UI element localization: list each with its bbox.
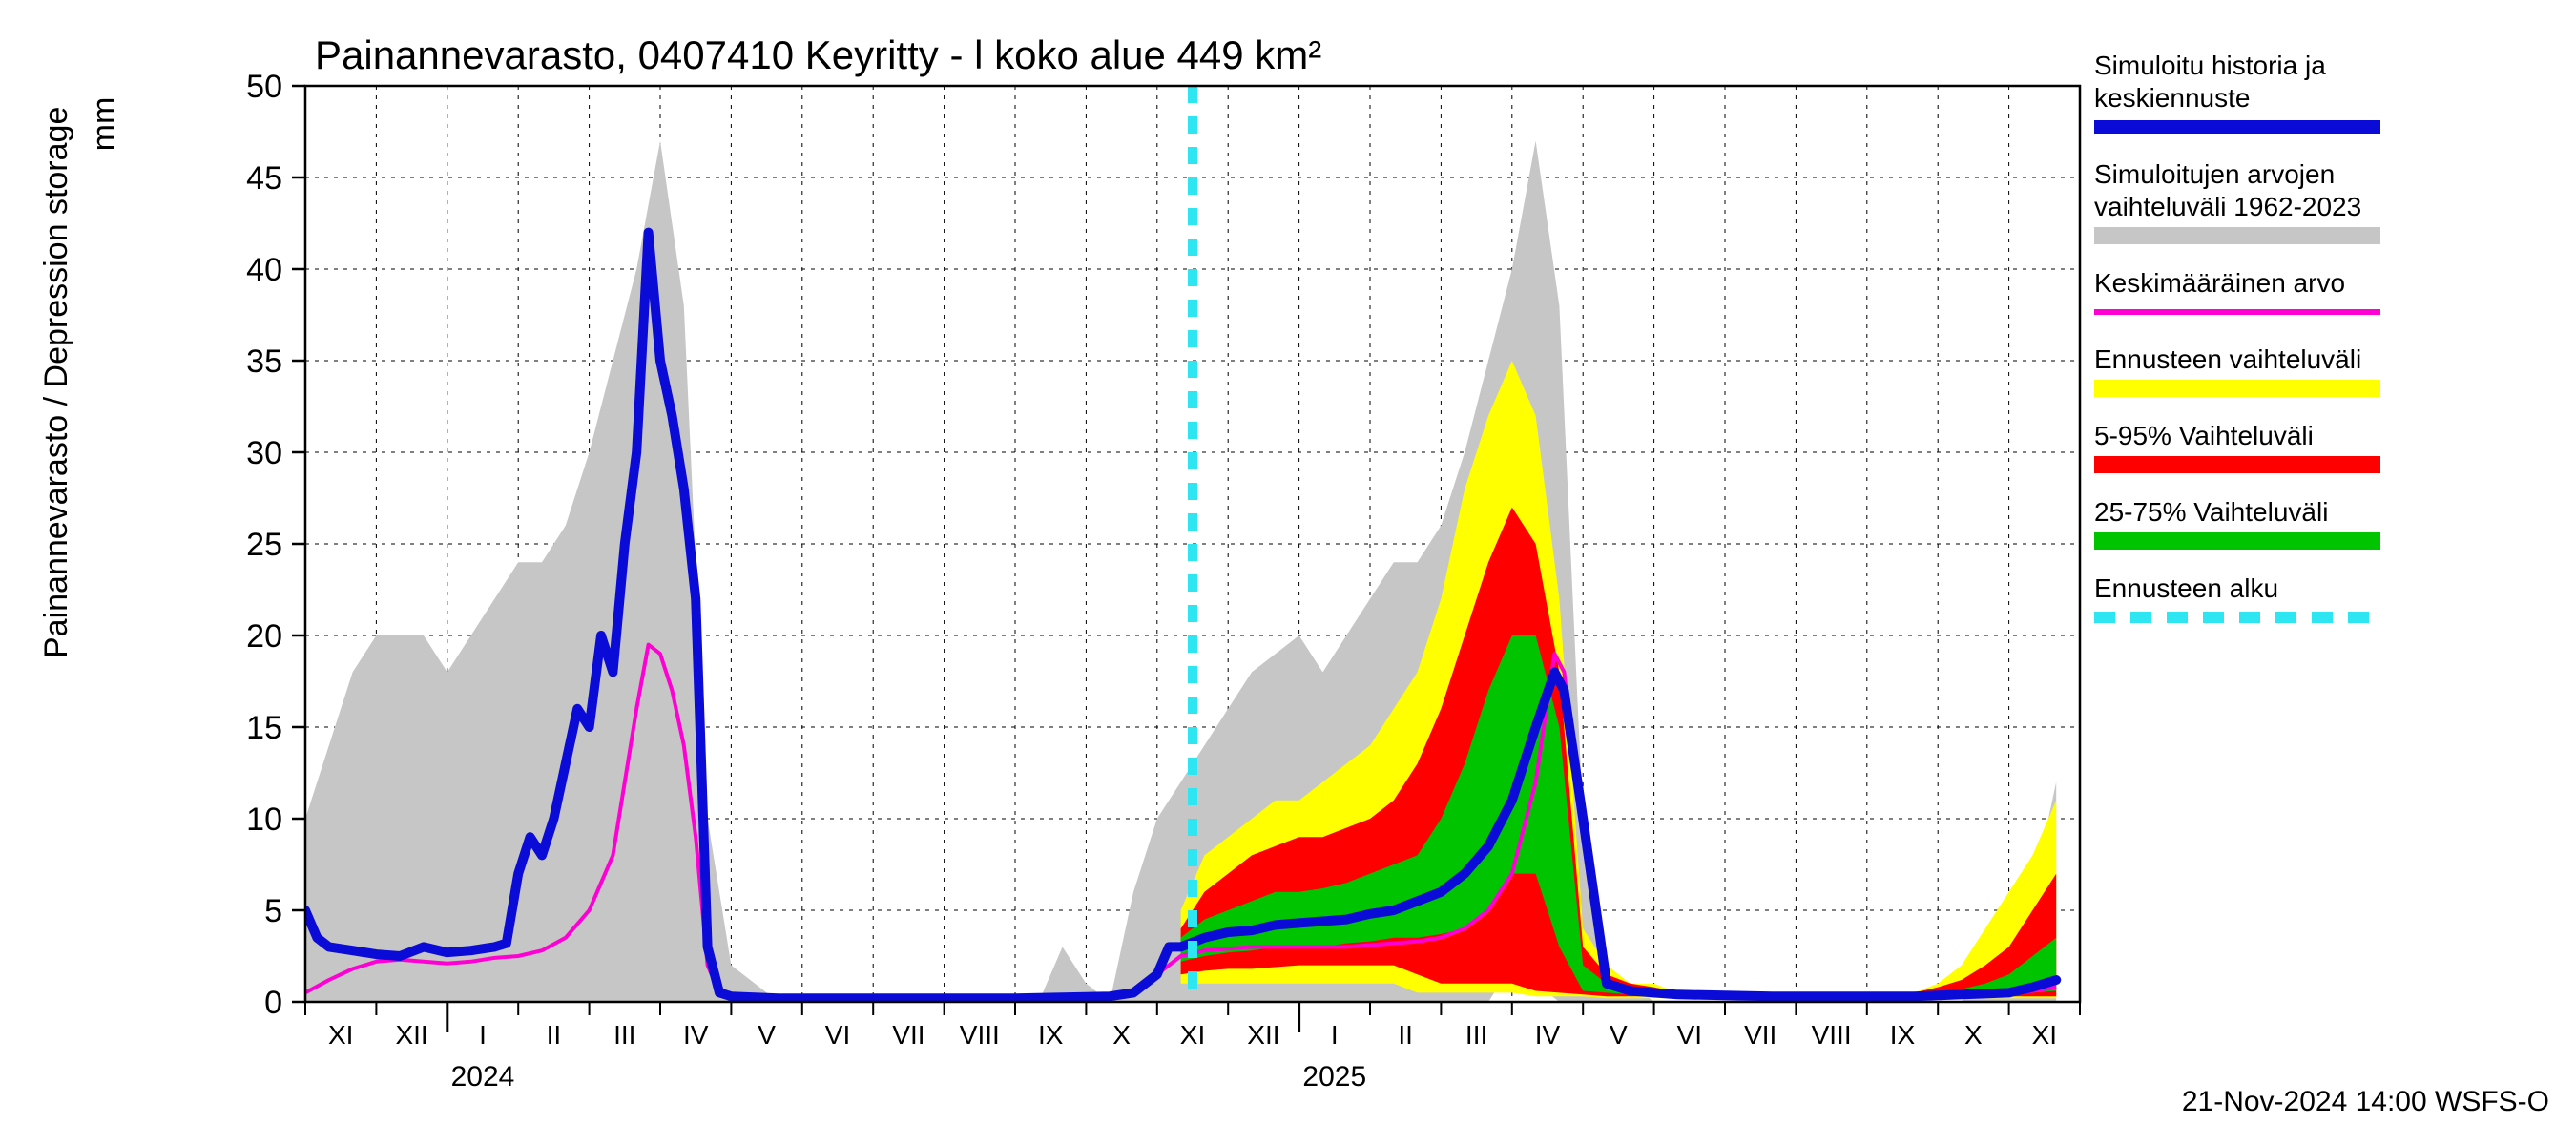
x-month-label: XII [395,1020,427,1050]
legend-label: Keskimääräinen arvo [2094,268,2345,298]
x-month-label: IX [1890,1020,1916,1050]
footer-timestamp: 21-Nov-2024 14:00 WSFS-O [2182,1086,2549,1117]
legend-swatch [2094,227,2380,244]
legend-swatch [2094,120,2380,134]
x-month-label: III [613,1020,635,1050]
chart-title: Painannevarasto, 0407410 Keyritty - l ko… [315,32,1321,77]
x-month-label: II [547,1020,562,1050]
legend-label: Ennusteen alku [2094,573,2278,603]
x-year-label: 2025 [1302,1061,1366,1093]
legend-label: Simuloitu historia ja [2094,51,2326,80]
legend-swatch [2094,309,2380,315]
x-month-label: XI [2032,1020,2057,1050]
x-month-label: III [1465,1020,1487,1050]
x-month-label: X [1112,1020,1131,1050]
legend-label: keskiennuste [2094,83,2250,113]
x-month-label: VI [1677,1020,1702,1050]
x-year-label: 2024 [451,1061,515,1093]
x-month-label: V [758,1020,776,1050]
y-tick-label: 15 [246,710,282,746]
y-tick-label: 50 [246,69,282,105]
y-axis-label: Painannevarasto / Depression storage [38,107,74,658]
y-tick-label: 0 [264,985,282,1021]
y-tick-label: 45 [246,160,282,197]
x-month-label: I [1331,1020,1339,1050]
y-axis-unit: mm [86,97,122,152]
legend-label: Ennusteen vaihteluväli [2094,344,2361,374]
y-tick-label: 30 [246,435,282,471]
x-month-label: VIII [1812,1020,1852,1050]
depression-storage-chart: 05101520253035404550XIXIIIIIIIIIVVVIVIIV… [0,0,2576,1145]
y-tick-label: 5 [264,893,282,929]
x-month-label: IV [683,1020,709,1050]
x-month-label: XII [1247,1020,1279,1050]
x-month-label: II [1398,1020,1413,1050]
x-month-label: I [479,1020,487,1050]
x-month-label: IX [1038,1020,1064,1050]
legend-label: vaihteluväli 1962-2023 [2094,192,2361,221]
x-month-label: VIII [960,1020,1000,1050]
y-tick-label: 40 [246,252,282,288]
legend-swatch [2094,380,2380,397]
x-month-label: VII [1744,1020,1776,1050]
y-tick-label: 10 [246,802,282,838]
y-tick-label: 35 [246,344,282,380]
chart-container: 05101520253035404550XIXIIIIIIIIIVVVIVIIV… [0,0,2576,1145]
legend-label: 5-95% Vaihteluväli [2094,421,2314,450]
x-month-label: V [1610,1020,1628,1050]
x-month-label: X [1964,1020,1983,1050]
x-month-label: VI [825,1020,850,1050]
x-month-label: XI [1180,1020,1205,1050]
y-tick-label: 25 [246,527,282,563]
x-month-label: VII [892,1020,924,1050]
legend-label: 25-75% Vaihteluväli [2094,497,2328,527]
y-tick-label: 20 [246,618,282,655]
legend-label: Simuloitujen arvojen [2094,159,2335,189]
legend-swatch [2094,532,2380,550]
legend-swatch [2094,456,2380,473]
x-month-label: XI [328,1020,353,1050]
x-month-label: IV [1535,1020,1561,1050]
